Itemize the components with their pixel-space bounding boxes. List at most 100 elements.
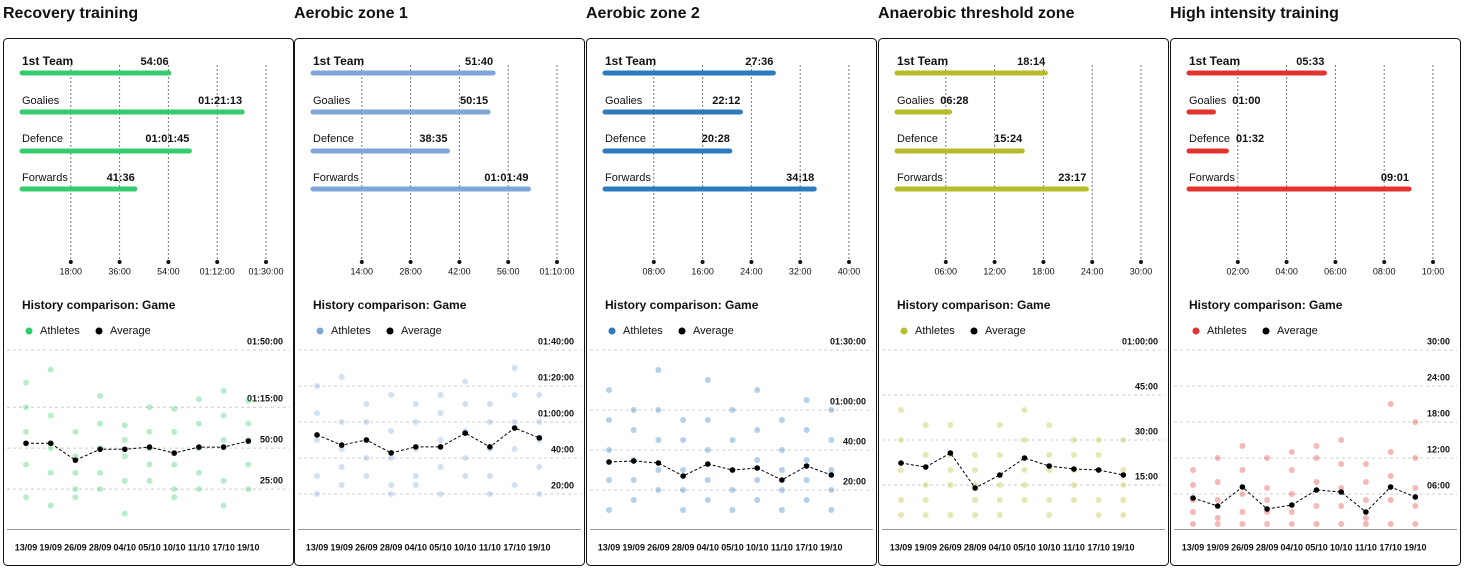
athlete-point [778, 487, 785, 493]
legend-label: Average [110, 325, 151, 337]
y-tick-label: 01:30:00 [830, 336, 866, 346]
athlete-point [947, 482, 954, 488]
average-point [922, 464, 929, 470]
athlete-point [486, 473, 493, 479]
x-tick-label: 05/10 [1305, 542, 1328, 552]
athlete-point [655, 437, 662, 443]
athlete-point [922, 512, 929, 518]
x-tick-label: 18:00 [1032, 266, 1055, 276]
athlete-point [1387, 473, 1394, 479]
x-tick-label: 10/10 [1038, 542, 1061, 552]
x-tick-label: 13/09 [890, 542, 913, 552]
athlete-point [922, 497, 929, 503]
athlete-point [121, 477, 128, 484]
athlete-point [245, 461, 252, 468]
x-tick-label: 14:00 [351, 266, 374, 276]
bar-label: Goalies [313, 95, 351, 107]
x-tick-label: 19/10 [237, 542, 260, 552]
athlete-point [1288, 521, 1295, 527]
athlete-point [754, 457, 761, 463]
x-tick-label: 11/10 [479, 542, 501, 552]
average-point [1095, 467, 1102, 473]
athlete-point [606, 417, 612, 423]
athlete-point [146, 428, 153, 435]
x-tick-label: 13/09 [1182, 542, 1205, 552]
athlete-point [412, 419, 419, 425]
average-point [338, 442, 345, 448]
athlete-point [1288, 467, 1295, 473]
athlete-point [412, 482, 419, 488]
athlete-point [171, 428, 178, 435]
athlete-point [486, 419, 493, 425]
athlete-point [1412, 503, 1419, 509]
x-tick-label: 54:00 [157, 266, 180, 276]
x-tick-label: 08:00 [1373, 266, 1396, 276]
athlete-point [338, 419, 345, 425]
legend-label: Average [1277, 325, 1318, 337]
athlete-point [1021, 407, 1028, 413]
y-tick-label: 01:00:00 [830, 396, 866, 406]
athlete-point [922, 422, 929, 428]
athlete-point [462, 455, 469, 461]
athlete-point [511, 365, 518, 371]
athlete-point [72, 494, 79, 501]
athlete-point [1239, 443, 1246, 449]
value-label: 15:24 [994, 133, 1023, 145]
panel: Recovery training 18:00 36:00 54:00 01:12:00… [3, 5, 294, 566]
athlete-point [754, 387, 761, 393]
average-point [1071, 466, 1077, 472]
athlete-point [1021, 497, 1028, 503]
y-tick-label: 01:00:00 [538, 408, 574, 418]
average-point [97, 446, 103, 453]
bar-label: Goalies [22, 95, 60, 107]
value-label: 01:21:13 [198, 95, 242, 107]
athlete-point [1214, 497, 1221, 503]
athlete-point [1190, 482, 1196, 488]
athlete-point [220, 387, 227, 394]
x-tick-label: 05/10 [1013, 542, 1036, 552]
tick-dot [457, 260, 462, 264]
athlete-point [171, 494, 178, 501]
average-point [630, 458, 637, 464]
x-tick-label: 26/09 [1231, 542, 1254, 552]
average-point [72, 457, 79, 463]
x-tick-label: 04/10 [1281, 542, 1304, 552]
value-label: 54:06 [141, 56, 169, 68]
average-point [680, 473, 686, 479]
x-tick-label: 28/09 [1256, 542, 1279, 552]
athlete-point [704, 417, 711, 423]
athlete-point [1021, 437, 1028, 443]
athlete-point [947, 467, 954, 473]
athlete-point [146, 404, 153, 411]
x-tick-label: 11/10 [188, 542, 210, 552]
athlete-point [511, 446, 518, 452]
bar-label: Defence [605, 133, 646, 145]
athlete-point [1338, 461, 1345, 467]
bar-label: Defence [897, 133, 938, 145]
athlete-point [220, 477, 227, 484]
x-tick-label: 26/09 [355, 542, 378, 552]
tick-dot [1235, 260, 1240, 264]
legend-marker [95, 327, 103, 335]
y-tick-label: 20:00 [843, 476, 866, 486]
average-point [803, 463, 810, 469]
panel: Aerobic zone 2 08:00 16:00 24:00 32:00 40:00 1… [586, 5, 877, 566]
athlete-point [828, 467, 835, 473]
athlete-point [1095, 452, 1102, 458]
athlete-point [363, 419, 370, 425]
athlete-point [1264, 497, 1271, 503]
y-tick-label: 15:00 [1135, 471, 1158, 481]
bar-label: 1st Team [313, 54, 364, 68]
athlete-point [121, 453, 128, 460]
tick-dot [359, 260, 364, 264]
tick-dot [264, 260, 268, 264]
x-tick-label: 01:30:00 [248, 266, 283, 276]
x-tick-label: 19/09 [622, 542, 645, 552]
x-tick-label: 04:00 [1275, 266, 1298, 276]
athlete-point [1288, 509, 1295, 515]
athlete-point [121, 422, 128, 429]
x-tick-label: 26/09 [939, 542, 962, 552]
x-tick-label: 10/10 [163, 542, 186, 552]
